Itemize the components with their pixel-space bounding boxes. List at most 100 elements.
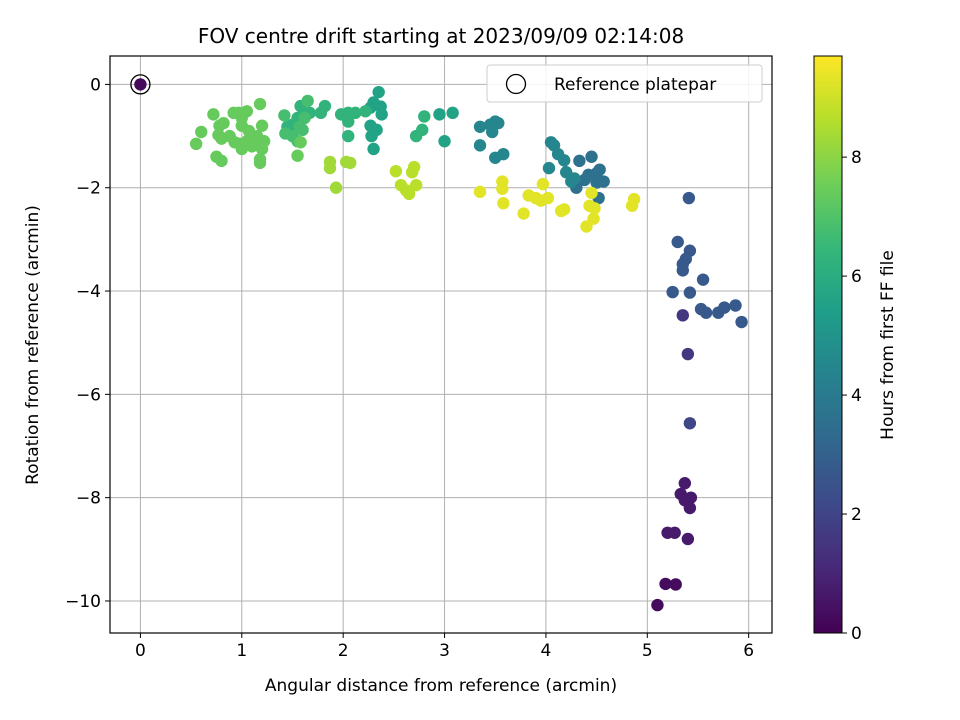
reference-platepar-marker [130,74,151,95]
scatter-point [668,526,681,539]
scatter-point [593,163,606,176]
x-tick-label: 1 [236,641,247,661]
colorbar-tick-label: 2 [851,505,862,525]
x-tick-label: 4 [541,641,552,661]
scatter-point [409,129,423,143]
scatter-point [255,142,269,156]
scatter-point [659,577,672,591]
scatter-point [253,97,267,111]
scatter-point [678,476,692,490]
scatter-point [294,136,307,149]
scatter-point [683,286,697,299]
scatter-point [565,175,578,188]
scatter-point [134,78,147,91]
plot-frame [109,55,773,634]
plot-area: 0 1 2 3 4 5 6 0 −2 −4 −6 −8 −10 [65,55,773,661]
scatter-point [536,177,550,191]
scatter-point [587,212,600,225]
scatter-point [485,125,499,139]
scatter-point [699,306,713,319]
y-tick-label: −8 [76,489,101,509]
colorbar-label: Hours from first FF file [878,250,898,440]
scatter-point [585,186,598,200]
x-tick-label: 3 [439,641,450,661]
y-tick-label: −6 [76,385,101,405]
scatter-point [679,252,693,266]
scatter-point [253,156,267,170]
y-axis-ticks: 0 −2 −4 −6 −8 −10 [65,75,110,612]
scatter-point [496,182,509,195]
scatter-point [235,142,248,156]
colorbar-tick-label: 8 [851,148,862,168]
y-tick-label: −2 [76,179,101,199]
colorbar-tick-label: 6 [851,267,862,287]
scatter-point [578,173,591,187]
scatter-point [585,150,598,163]
scatter-point [627,192,641,206]
scatter-point [215,154,228,168]
scatter-point [255,119,269,132]
scatter-point [671,235,684,249]
scatter-point [473,139,487,152]
scatter-point [217,116,230,130]
scatter-point [497,197,510,210]
scatter-point [291,149,304,162]
scatter-point [207,108,220,121]
scatter-point [542,161,556,175]
y-axis-label: Rotation from reference (arcmin) [23,205,43,485]
scatter-point [557,154,571,167]
scatter-point [473,120,487,133]
scatter-point [365,129,378,143]
scatter-point [541,191,555,205]
scatter-point [344,156,357,170]
scatter-point [683,501,697,515]
scatter-point [342,129,355,143]
scatter-point [681,532,695,546]
grid [110,56,772,633]
scatter-point [389,164,403,178]
scatter-point [718,301,731,314]
scatter-point [323,161,337,175]
colorbar-tick-label: 0 [851,624,862,644]
data-points [130,74,748,612]
scatter-point [557,203,571,216]
scatter-point [588,202,601,215]
colorbar-tick-label: 4 [851,386,862,406]
scatter-point [189,137,203,151]
scatter-point [669,578,682,591]
x-tick-label: 0 [135,641,146,661]
scatter-point [278,109,291,122]
y-tick-label: 0 [90,75,101,95]
scatter-point [372,85,385,99]
scatter-point [666,285,679,299]
chart-title: FOV centre drift starting at 2023/09/09 … [198,24,684,48]
scatter-point [245,140,259,153]
scatter-point [735,315,748,329]
scatter-point [438,135,451,148]
scatter-point [314,106,328,120]
scatter-point [682,191,696,205]
scatter-point [497,147,510,161]
legend: Reference platepar [486,64,763,103]
scatter-point [407,160,421,174]
x-axis-label: Angular distance from reference (arcmin) [265,676,617,696]
scatter-point [433,108,446,121]
x-tick-label: 2 [338,641,349,661]
legend-box [486,64,763,103]
scatter-point [301,94,314,108]
scatter-point [409,178,423,192]
scatter-point [293,120,306,133]
scatter-point [402,187,416,201]
legend-marker [505,73,527,95]
scatter-point [517,207,530,220]
scatter-point [573,154,586,168]
scatter-point [492,116,505,130]
scatter-point [696,273,710,286]
scatter-point [367,142,380,156]
scatter-point [359,105,372,118]
y-tick-label: −4 [76,282,101,302]
scatter-point [375,108,388,121]
scatter-point [729,299,742,312]
colorbar-ticks: 0 2 4 6 8 [842,148,862,644]
x-tick-label: 6 [743,641,754,661]
